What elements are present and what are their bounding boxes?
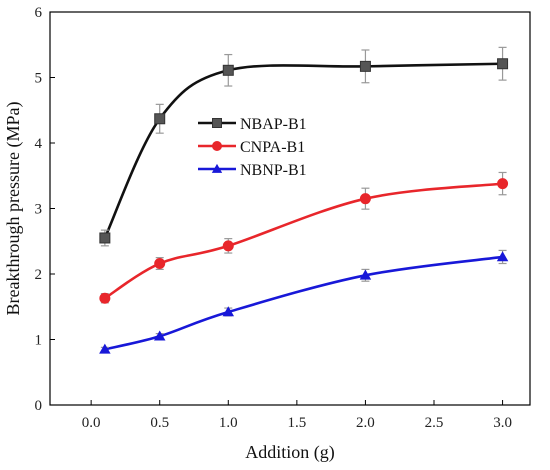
legend: NBAP-B1 CNPA-B1 NBNP-B1	[198, 116, 307, 179]
data-point-nbap-b1	[359, 60, 371, 72]
data-point-nbap-b1	[154, 113, 166, 125]
legend-label-nbnp-b1: NBNP-B1	[240, 162, 307, 179]
legend-marker-cnpa-b1	[212, 141, 222, 151]
x-tick-label: 1.5	[287, 415, 306, 431]
data-point-nbnp-b1	[99, 343, 111, 354]
y-tick-label: 1	[35, 333, 43, 349]
data-point-nbnp-b1	[222, 306, 235, 317]
y-axis-title: Breakthrough pressure (MPa)	[3, 102, 24, 316]
x-tick-label: 2.0	[356, 415, 375, 431]
legend-label-nbap-b1: NBAP-B1	[240, 116, 307, 133]
axis-ticks: 0.0 0.5 1.0 1.5 2.0 2.5 3.0 0 1 2 3 4 5 6	[35, 5, 512, 431]
x-axis-title: Addition (g)	[245, 442, 335, 463]
data-point-cnpa-b1	[497, 178, 509, 190]
data-point-nbnp-b1	[496, 251, 509, 262]
y-tick-label: 3	[35, 202, 43, 218]
x-tick-label: 3.0	[493, 415, 512, 431]
series-line-cnpa-b1	[104, 182, 503, 300]
y-tick-label: 4	[35, 136, 43, 152]
y-tick-label: 6	[35, 5, 43, 21]
legend-marker-nbnp-b1	[211, 163, 223, 173]
y-tick-label: 0	[35, 398, 43, 414]
data-markers	[99, 58, 509, 354]
x-tick-label: 1.0	[219, 415, 238, 431]
data-point-nbnp-b1	[359, 269, 372, 280]
data-point-nbap-b1	[99, 232, 111, 244]
data-point-nbap-b1	[222, 64, 234, 76]
x-tick-label: 2.5	[425, 415, 444, 431]
data-point-cnpa-b1	[154, 258, 166, 270]
series-line-nbnp-b1	[104, 255, 503, 351]
data-point-nbnp-b1	[153, 330, 166, 341]
data-point-nbap-b1	[497, 58, 509, 70]
y-tick-label: 2	[35, 267, 43, 283]
legend-label-cnpa-b1: CNPA-B1	[240, 139, 305, 156]
x-tick-label: 0.5	[150, 415, 169, 431]
data-point-cnpa-b1	[99, 292, 111, 304]
legend-marker-nbap-b1	[212, 118, 222, 128]
data-point-cnpa-b1	[359, 193, 371, 205]
y-tick-label: 5	[35, 71, 43, 87]
data-point-cnpa-b1	[222, 240, 234, 252]
x-tick-label: 0.0	[82, 415, 101, 431]
